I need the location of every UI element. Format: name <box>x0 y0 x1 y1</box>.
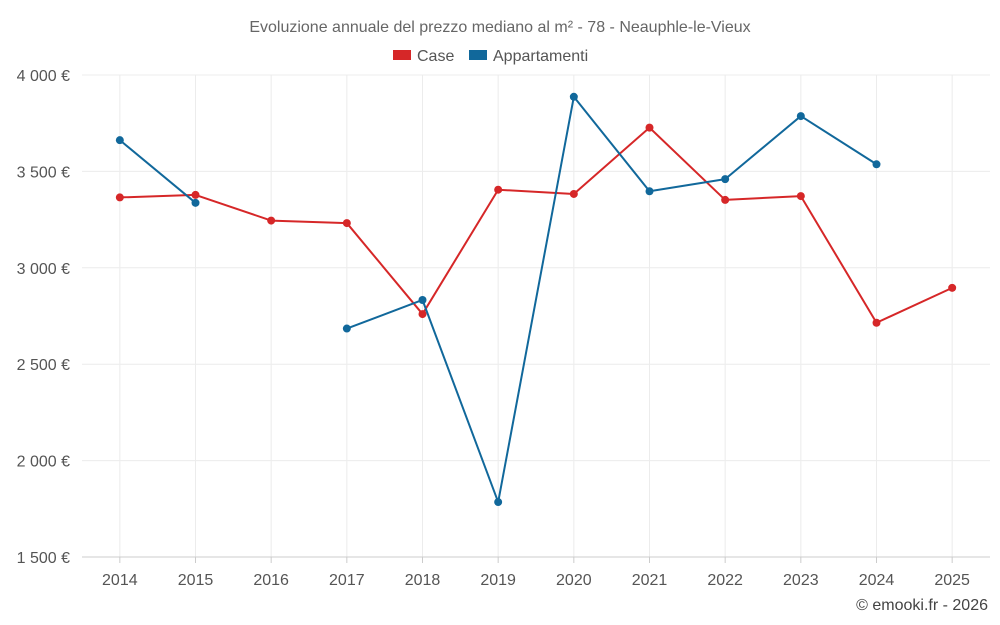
y-tick-label: 3 500 € <box>17 164 70 181</box>
data-point-appartamenti[interactable] <box>721 175 730 184</box>
y-tick-label: 3 000 € <box>17 261 70 278</box>
y-tick-label: 4 000 € <box>17 68 70 85</box>
data-point-appartamenti[interactable] <box>872 160 881 169</box>
x-tick-label: 2023 <box>783 572 819 589</box>
gridlines <box>82 74 990 558</box>
data-point-case[interactable] <box>115 193 124 202</box>
x-tick-label: 2022 <box>707 572 743 589</box>
data-point-case[interactable] <box>948 283 957 292</box>
x-tick-label: 2018 <box>405 572 441 589</box>
x-tick-label: 2021 <box>632 572 668 589</box>
x-tick-label: 2016 <box>253 572 289 589</box>
x-axis: 2014 2015 2016 2017 2018 2019 2020 2021 2022 2023… <box>82 556 990 589</box>
x-tick-label: 2015 <box>178 572 214 589</box>
legend-swatch <box>469 50 487 60</box>
legend-item-appartamenti[interactable]: Appartamenti <box>469 48 588 65</box>
series-line-appartamenti <box>346 95 878 504</box>
legend-label: Appartamenti <box>493 48 588 65</box>
legend-label: Case <box>417 48 454 65</box>
legend[interactable]: Case Appartamenti <box>393 48 588 65</box>
legend-swatch <box>393 50 411 60</box>
series-line-case <box>119 126 953 324</box>
y-tick-label: 2 000 € <box>17 454 70 471</box>
y-tick-label: 1 500 € <box>17 550 70 567</box>
data-point-case[interactable] <box>796 192 805 201</box>
x-tick-label: 2025 <box>934 572 970 589</box>
x-tick-label: 2014 <box>102 572 138 589</box>
data-point-case[interactable] <box>342 219 351 228</box>
data-point-case[interactable] <box>721 195 730 204</box>
data-point-case[interactable] <box>872 318 881 327</box>
chart-title: Evoluzione annuale del prezzo mediano al… <box>249 19 750 36</box>
y-axis: 1 500 € 2 000 € 2 500 € 3 000 € 3 500 € 4 000… <box>17 68 70 567</box>
data-point-appartamenti[interactable] <box>115 136 124 145</box>
x-tick-label: 2017 <box>329 572 365 589</box>
x-tick-label: 2019 <box>480 572 516 589</box>
data-point-case[interactable] <box>569 189 578 198</box>
data-point-case[interactable] <box>418 310 427 319</box>
data-point-appartamenti[interactable] <box>494 498 503 507</box>
legend-item-case[interactable]: Case <box>393 48 454 65</box>
data-point-case[interactable] <box>645 123 654 132</box>
data-point-case[interactable] <box>267 216 276 225</box>
x-tick-label: 2024 <box>859 572 895 589</box>
series-line-appartamenti <box>119 139 197 204</box>
data-point-appartamenti[interactable] <box>418 295 427 304</box>
data-point-case[interactable] <box>191 190 200 199</box>
y-tick-label: 2 500 € <box>17 357 70 374</box>
data-point-case[interactable] <box>494 185 503 194</box>
x-tick-label: 2020 <box>556 572 592 589</box>
credit-text: © emooki.fr - 2026 <box>856 597 988 614</box>
data-point-appartamenti[interactable] <box>796 112 805 121</box>
data-point-appartamenti[interactable] <box>645 187 654 196</box>
data-point-appartamenti[interactable] <box>569 92 578 101</box>
data-point-appartamenti[interactable] <box>191 198 200 207</box>
series-layer <box>115 92 957 507</box>
data-point-appartamenti[interactable] <box>342 324 351 333</box>
